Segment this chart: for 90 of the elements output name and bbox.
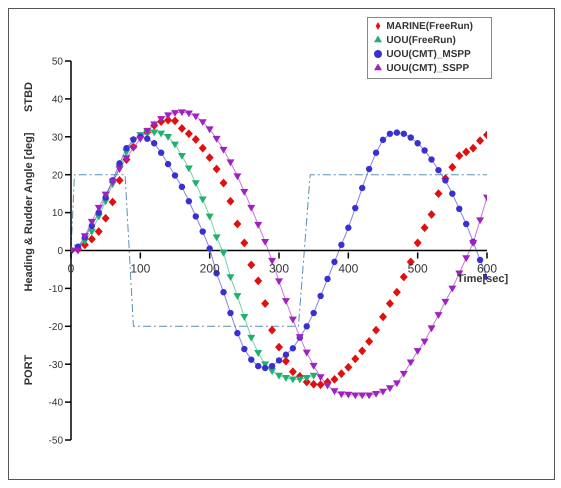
point [316, 380, 325, 390]
legend-label: UOU(CMT)_MSPP [386, 49, 471, 60]
point [288, 367, 297, 376]
point [310, 380, 318, 389]
point [455, 151, 464, 160]
point [116, 176, 124, 185]
point [254, 350, 262, 357]
point [198, 144, 207, 153]
point [448, 162, 456, 172]
point [171, 142, 179, 148]
point [282, 375, 290, 382]
point [296, 376, 304, 384]
y-tick-label: 30 [52, 132, 64, 144]
point [275, 342, 283, 352]
point [330, 374, 338, 384]
point [476, 136, 484, 145]
point [226, 196, 234, 206]
point [184, 165, 193, 172]
point [400, 272, 408, 282]
point [414, 238, 422, 248]
y-tick-label: 0 [57, 246, 64, 258]
point [212, 164, 221, 174]
point [302, 375, 311, 382]
legend-label: UOU(CMT)_SSPP [386, 63, 470, 74]
point [233, 220, 242, 228]
point [240, 314, 248, 321]
point [226, 274, 234, 282]
y-tick-label: 10 [52, 208, 64, 220]
point [428, 210, 436, 219]
point [434, 189, 442, 198]
x-axis-title: Time[sec] [457, 272, 508, 284]
point [288, 376, 297, 384]
point [282, 356, 290, 366]
point [386, 299, 394, 308]
point [178, 124, 186, 133]
point [192, 180, 200, 188]
point [247, 260, 256, 270]
point [358, 346, 366, 356]
x-tick-label: 100 [130, 262, 151, 276]
y-tick-label: 40 [52, 94, 64, 106]
point [261, 299, 270, 308]
point [240, 238, 248, 248]
legend-label: UOU(FreeRun) [386, 35, 456, 46]
point [247, 334, 256, 342]
point [171, 116, 179, 126]
point [462, 148, 470, 156]
point [192, 135, 200, 144]
point [372, 326, 380, 334]
point [365, 337, 374, 346]
point [268, 326, 276, 334]
y-tick-label: -10 [48, 284, 64, 295]
y-tick-label: 20 [52, 170, 64, 182]
point [184, 129, 193, 138]
point [88, 228, 96, 236]
point [392, 288, 401, 297]
point [206, 214, 214, 220]
y-tick-label: -20 [48, 322, 64, 333]
point [220, 178, 228, 188]
point [206, 153, 214, 162]
point [344, 362, 352, 372]
point [337, 369, 346, 378]
y-tick-label: 50 [52, 56, 64, 68]
y-tick-label: -40 [48, 398, 64, 409]
point [420, 223, 429, 232]
point [150, 129, 158, 136]
point [351, 354, 360, 364]
point [220, 250, 228, 257]
point [108, 198, 117, 206]
x-tick-label: 500 [408, 262, 428, 276]
point [157, 130, 166, 138]
point [310, 372, 318, 380]
text: PORT [23, 353, 35, 388]
point [212, 234, 221, 242]
point [275, 372, 283, 380]
point [469, 144, 478, 153]
point [88, 234, 96, 244]
point [254, 276, 262, 286]
point [233, 293, 242, 300]
point [379, 312, 387, 322]
y-axis-title: Heading & Rudder Angle [deg] [23, 132, 35, 292]
y-tick-label: -50 [48, 436, 64, 447]
y-tick-label: -30 [48, 360, 64, 371]
text: STBD [23, 82, 35, 112]
point [198, 196, 207, 204]
point [164, 134, 172, 141]
point [94, 227, 103, 236]
legend-label: MARINE(FreeRun) [386, 21, 473, 32]
point [178, 152, 186, 160]
point [102, 214, 110, 223]
x-tick-label: 400 [338, 262, 359, 276]
